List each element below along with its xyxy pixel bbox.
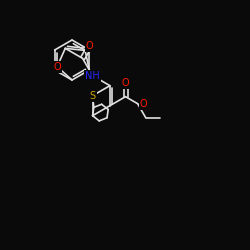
Text: O: O: [53, 62, 61, 72]
Text: O: O: [86, 41, 94, 51]
Text: S: S: [90, 91, 96, 101]
Text: O: O: [140, 99, 147, 109]
Text: O: O: [122, 78, 129, 88]
Text: NH: NH: [85, 71, 100, 81]
